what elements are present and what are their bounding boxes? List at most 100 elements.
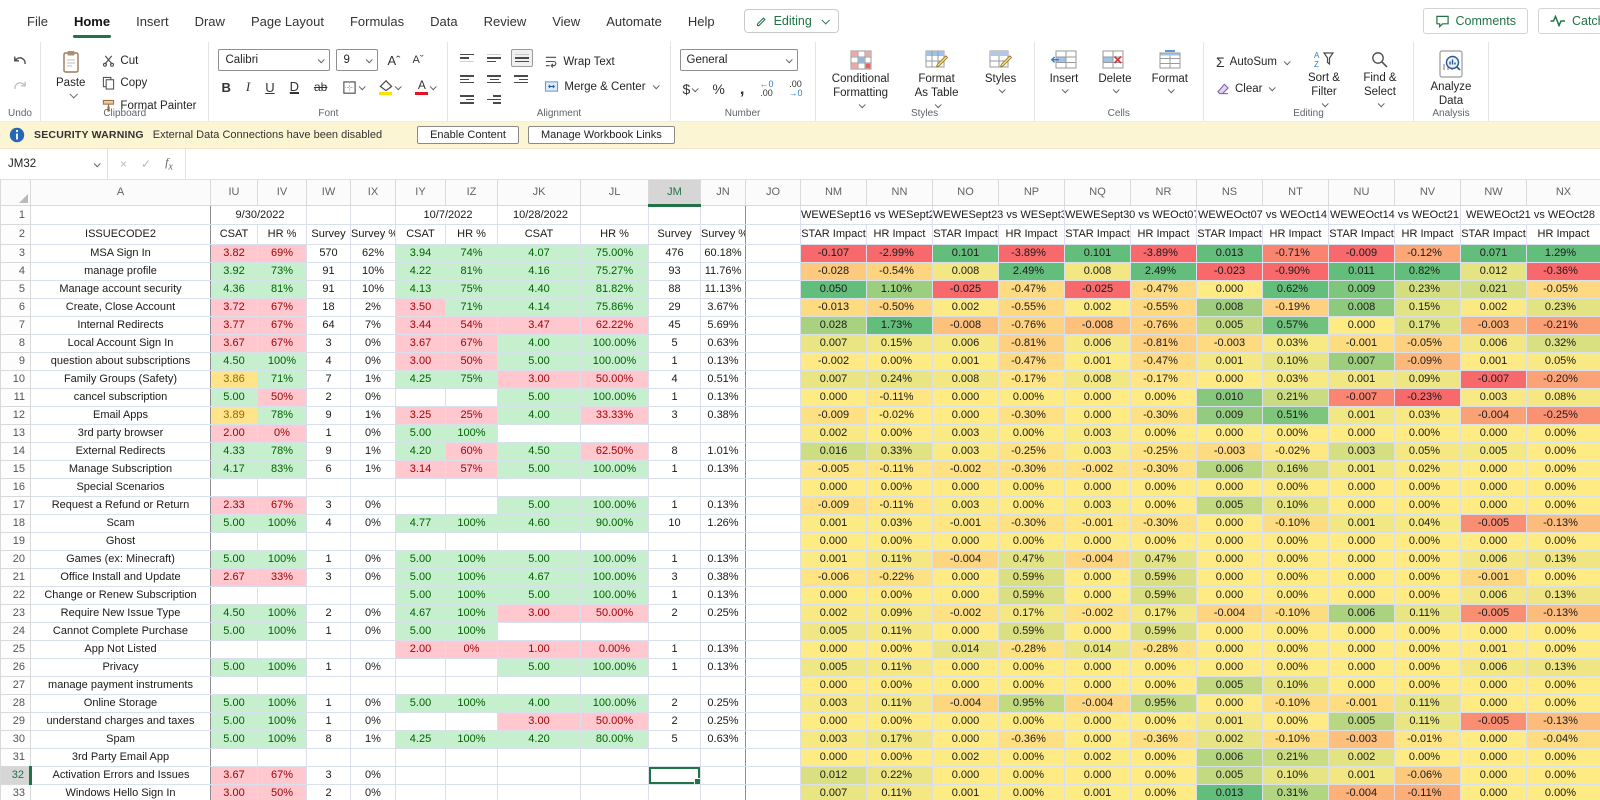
cell-JM25[interactable]: 1 [648, 640, 701, 659]
impact-sub-header[interactable]: HR Impact [1130, 224, 1197, 245]
cell-IZ4[interactable]: 81% [445, 262, 498, 281]
cell-JM11[interactable]: 1 [648, 388, 701, 407]
cell-A13[interactable]: 3rd party browser [30, 424, 211, 443]
cell-IU29[interactable]: 5.00 [210, 712, 258, 731]
heatmap-cell[interactable]: 0.00% [1526, 442, 1600, 461]
impact-sub-header[interactable]: STAR Impact [1064, 224, 1131, 245]
column-header-NW[interactable]: NW [1460, 180, 1527, 206]
heatmap-cell[interactable]: -3.89% [1130, 244, 1197, 263]
cell-JL20[interactable]: 100.00% [580, 550, 649, 569]
cell-JK18[interactable]: 4.60 [497, 514, 581, 533]
cell-IW3[interactable]: 570 [306, 244, 351, 263]
cell-IX25[interactable] [350, 640, 396, 659]
cell-A30[interactable]: Spam [30, 730, 211, 749]
cell-IU2[interactable]: CSAT [210, 224, 258, 245]
comparison-group-header[interactable]: WEWEOct21 vs WEOct28 [1460, 205, 1600, 225]
cell-JN5[interactable]: 11.13% [700, 280, 746, 299]
heatmap-cell[interactable]: 0.000 [800, 478, 867, 497]
heatmap-cell[interactable]: 0.008 [1064, 370, 1131, 389]
heatmap-cell[interactable]: 0.000 [932, 388, 999, 407]
cell-JK20[interactable]: 5.00 [497, 550, 581, 569]
heatmap-cell[interactable]: 0.13% [1526, 586, 1600, 605]
cell-IY12[interactable]: 3.25 [395, 406, 446, 425]
cell-IY26[interactable] [395, 658, 446, 677]
heatmap-cell[interactable]: -0.81% [1130, 334, 1197, 353]
heatmap-cell[interactable]: 0.00% [1394, 550, 1461, 569]
heatmap-cell[interactable]: -0.13% [1526, 514, 1600, 533]
heatmap-cell[interactable]: 0.00% [1394, 478, 1461, 497]
heatmap-cell[interactable]: 0.03% [866, 514, 933, 533]
cell-JL13[interactable] [580, 424, 649, 443]
cell-IW31[interactable] [306, 748, 351, 767]
cell-JL6[interactable]: 75.86% [580, 298, 649, 317]
cell-IZ10[interactable]: 75% [445, 370, 498, 389]
cell-JN2[interactable]: Survey % [700, 224, 746, 245]
cell-IW28[interactable]: 1 [306, 694, 351, 713]
heatmap-cell[interactable]: 0.006 [1064, 334, 1131, 353]
cell-IW24[interactable]: 1 [306, 622, 351, 641]
heatmap-cell[interactable]: 0.00% [1526, 766, 1600, 785]
cell-IU27[interactable] [210, 676, 258, 695]
heatmap-cell[interactable]: 0.011 [1328, 262, 1395, 281]
cell-IX30[interactable]: 1% [350, 730, 396, 749]
percent-style-button[interactable]: % [709, 79, 727, 99]
heatmap-cell[interactable]: -3.89% [998, 244, 1065, 263]
column-header-NT[interactable]: NT [1262, 180, 1329, 206]
cell-JM29[interactable]: 2 [648, 712, 701, 731]
heatmap-cell[interactable]: -0.005 [800, 460, 867, 479]
cell-JO27[interactable] [745, 676, 801, 695]
heatmap-cell[interactable]: 0.00% [1262, 640, 1329, 659]
row-header-14[interactable]: 14 [0, 441, 31, 461]
cut-button[interactable]: Cut [99, 52, 199, 69]
heatmap-cell[interactable]: 0.000 [1328, 676, 1395, 695]
cell-JM27[interactable] [648, 676, 701, 695]
cell-JL22[interactable]: 100.00% [580, 586, 649, 605]
cell-JM15[interactable]: 1 [648, 460, 701, 479]
cell-JN29[interactable]: 0.25% [700, 712, 746, 731]
heatmap-cell[interactable]: 0.000 [932, 478, 999, 497]
column-header-JK[interactable]: JK [497, 180, 581, 206]
cell-IU8[interactable]: 3.67 [210, 334, 258, 353]
cell-JO20[interactable] [745, 550, 801, 569]
comparison-group-header[interactable]: WEWEOct07 vs WEOct14 [1196, 205, 1329, 225]
cell-IW15[interactable]: 6 [306, 460, 351, 479]
cell-A18[interactable]: Scam [30, 514, 211, 533]
copy-button[interactable]: Copy [99, 74, 199, 92]
cell-JK25[interactable]: 1.00 [497, 640, 581, 659]
cell-IW14[interactable]: 9 [306, 442, 351, 461]
heatmap-cell[interactable]: 0.00% [866, 748, 933, 767]
heatmap-cell[interactable]: 0.005 [1196, 676, 1263, 695]
cell-IV26[interactable]: 100% [257, 658, 307, 677]
cell-JN7[interactable]: 5.69% [700, 316, 746, 335]
cell-JL19[interactable] [580, 532, 649, 551]
heatmap-cell[interactable]: -0.004 [1064, 694, 1131, 713]
heatmap-cell[interactable]: -0.003 [1196, 334, 1263, 353]
heatmap-cell[interactable]: 0.59% [1130, 586, 1197, 605]
row-header-12[interactable]: 12 [0, 405, 31, 425]
cell-JL25[interactable]: 0.00% [580, 640, 649, 659]
heatmap-cell[interactable]: 0.00% [866, 640, 933, 659]
cell-JL9[interactable]: 100.00% [580, 352, 649, 371]
format-painter-button[interactable]: Format Painter [99, 97, 199, 115]
cell-IX1[interactable] [350, 205, 396, 225]
cell-JM20[interactable]: 1 [648, 550, 701, 569]
cell-JK8[interactable]: 4.00 [497, 334, 581, 353]
heatmap-cell[interactable]: 0.000 [1328, 532, 1395, 551]
cell-IW4[interactable]: 91 [306, 262, 351, 281]
cell-JM23[interactable]: 2 [648, 604, 701, 623]
heatmap-cell[interactable]: -0.002 [1064, 460, 1131, 479]
cell-IY29[interactable] [395, 712, 446, 731]
cell-IY9[interactable]: 3.00 [395, 352, 446, 371]
heatmap-cell[interactable]: -0.107 [800, 244, 867, 263]
impact-sub-header[interactable]: STAR Impact [1196, 224, 1263, 245]
cell-JN14[interactable]: 1.01% [700, 442, 746, 461]
font-name-select[interactable]: Calibri [218, 49, 331, 71]
heatmap-cell[interactable]: -0.23% [1394, 388, 1461, 407]
cell-JL21[interactable]: 100.00% [580, 568, 649, 587]
heatmap-cell[interactable]: 0.000 [800, 712, 867, 731]
heatmap-cell[interactable]: 0.00% [866, 424, 933, 443]
cell-IY2[interactable]: CSAT [395, 224, 446, 245]
cell-A29[interactable]: understand charges and taxes [30, 712, 211, 731]
cell-A31[interactable]: 3rd Party Email App [30, 748, 211, 767]
cell-JL28[interactable]: 100.00% [580, 694, 649, 713]
